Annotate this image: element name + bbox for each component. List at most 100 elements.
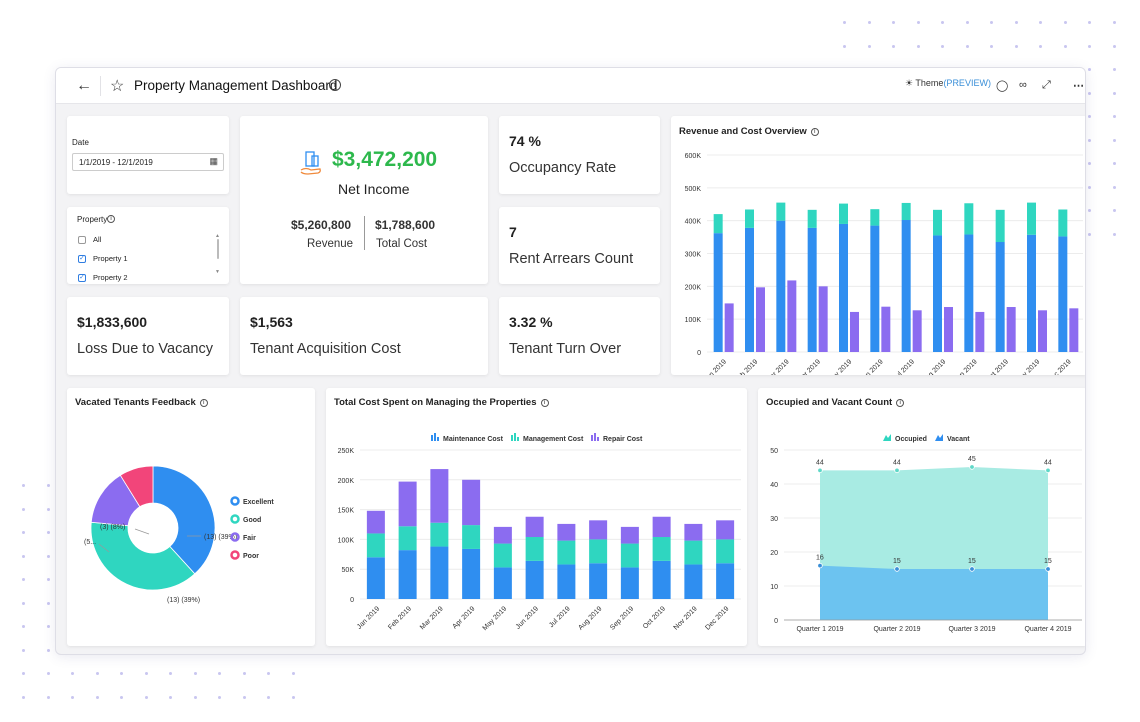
info-icon[interactable]: i (199, 399, 208, 407)
bar-repair-cost[interactable] (589, 520, 608, 540)
bar-maintenance-cost[interactable] (366, 557, 385, 599)
area-vacant[interactable] (820, 565, 1048, 620)
bar-rent-arrears[interactable] (1027, 202, 1036, 235)
point-occupied[interactable] (969, 464, 975, 470)
bar-repair-cost[interactable] (620, 526, 639, 544)
bar-rent-on-time[interactable] (870, 225, 880, 352)
scroll-down-icon[interactable]: ▼ (215, 269, 220, 275)
property-checkbox[interactable]: ✓ (78, 255, 86, 263)
bar-rent-arrears[interactable] (1058, 209, 1068, 237)
bar-total-cost[interactable] (1069, 308, 1079, 352)
info-icon[interactable]: i (810, 128, 819, 136)
bar-rent-on-time[interactable] (901, 220, 911, 352)
bar-management-cost[interactable] (525, 537, 544, 561)
bar-repair-cost[interactable] (716, 520, 735, 540)
bar-total-cost[interactable] (1006, 307, 1016, 352)
legend-item[interactable]: Maintenance Cost (431, 433, 504, 443)
info-icon[interactable]: i (329, 79, 341, 91)
bar-maintenance-cost[interactable] (398, 550, 417, 599)
bar-management-cost[interactable] (589, 539, 608, 564)
bar-maintenance-cost[interactable] (652, 560, 671, 599)
bar-management-cost[interactable] (557, 540, 576, 565)
property-checkbox[interactable] (78, 236, 86, 244)
bar-management-cost[interactable] (398, 526, 417, 551)
bar-rent-arrears[interactable] (995, 209, 1005, 243)
bar-maintenance-cost[interactable] (430, 546, 449, 599)
bar-management-cost[interactable] (462, 525, 481, 549)
bar-management-cost[interactable] (493, 543, 512, 568)
bar-repair-cost[interactable] (398, 481, 417, 527)
bar-rent-on-time[interactable] (745, 227, 754, 352)
bar-rent-on-time[interactable] (933, 235, 942, 352)
bar-rent-arrears[interactable] (901, 202, 911, 221)
legend-item[interactable]: Repair Cost (591, 433, 643, 443)
bar-maintenance-cost[interactable] (620, 567, 639, 599)
info-icon[interactable]: i (896, 399, 905, 407)
scrollbar[interactable] (217, 239, 219, 259)
pie-slice-poor[interactable] (119, 465, 154, 508)
bar-repair-cost[interactable] (366, 510, 385, 534)
bar-management-cost[interactable] (430, 522, 449, 547)
bar-repair-cost[interactable] (652, 516, 671, 538)
bar-management-cost[interactable] (684, 540, 703, 565)
bar-rent-arrears[interactable] (713, 214, 723, 234)
comment-icon[interactable]: ◯ (996, 80, 1009, 92)
bar-total-cost[interactable] (850, 311, 859, 352)
bar-total-cost[interactable] (1038, 310, 1047, 352)
legend-item[interactable]: Occupied (883, 434, 927, 443)
bar-management-cost[interactable] (652, 537, 671, 561)
bar-rent-on-time[interactable] (776, 220, 786, 352)
theme-button[interactable]: ☀ Theme(PREVIEW) (905, 78, 991, 89)
bar-total-cost[interactable] (881, 306, 891, 352)
bar-rent-arrears[interactable] (807, 209, 817, 228)
point-occupied[interactable] (817, 467, 823, 474)
bar-repair-cost[interactable] (684, 523, 703, 541)
pie-slice-good[interactable] (90, 521, 196, 591)
calendar-icon[interactable]: ▦ (209, 156, 218, 166)
bar-maintenance-cost[interactable] (462, 548, 481, 599)
date-range-input[interactable]: 1/1/2019 - 12/1/2019 ▦ (72, 153, 224, 171)
bar-maintenance-cost[interactable] (493, 567, 512, 599)
legend-item[interactable]: Fair (230, 532, 257, 543)
glasses-icon[interactable]: ∞ (1019, 79, 1027, 91)
bar-total-cost[interactable] (912, 310, 922, 352)
point-vacant[interactable] (894, 566, 900, 572)
pie-slice-excellent[interactable] (152, 465, 216, 575)
bar-total-cost[interactable] (818, 286, 828, 352)
bar-management-cost[interactable] (366, 533, 385, 558)
bar-maintenance-cost[interactable] (557, 564, 576, 599)
bar-total-cost[interactable] (756, 287, 765, 352)
bar-rent-arrears[interactable] (870, 209, 880, 226)
more-options-icon[interactable]: ⋯ (1073, 80, 1084, 92)
star-icon[interactable]: ☆ (110, 78, 125, 95)
bar-repair-cost[interactable] (493, 526, 512, 544)
back-arrow-icon[interactable]: ← (76, 77, 92, 94)
scroll-up-icon[interactable]: ▲ (215, 233, 220, 239)
bar-maintenance-cost[interactable] (525, 560, 544, 599)
point-vacant[interactable] (817, 562, 823, 569)
bar-rent-arrears[interactable] (964, 203, 974, 235)
property-checkbox[interactable]: ✓ (78, 274, 86, 282)
bar-total-cost[interactable] (724, 303, 734, 352)
bar-repair-cost[interactable] (462, 479, 481, 526)
legend-item[interactable]: Management Cost (511, 433, 584, 443)
legend-item[interactable]: Good (230, 514, 262, 525)
bar-rent-on-time[interactable] (807, 227, 817, 352)
bar-maintenance-cost[interactable] (716, 563, 735, 599)
bar-rent-on-time[interactable] (839, 223, 848, 352)
legend-item[interactable]: Poor (230, 550, 260, 561)
point-vacant[interactable] (1045, 566, 1051, 572)
bar-rent-arrears[interactable] (745, 209, 754, 228)
bar-total-cost[interactable] (944, 307, 953, 352)
bar-rent-arrears[interactable] (933, 209, 942, 236)
bar-rent-on-time[interactable] (964, 234, 974, 352)
bar-total-cost[interactable] (975, 311, 985, 352)
expand-icon[interactable]: ⤢ (1042, 79, 1051, 91)
bar-rent-arrears[interactable] (776, 202, 786, 221)
bar-rent-arrears[interactable] (839, 203, 848, 224)
bar-total-cost[interactable] (787, 280, 797, 352)
bar-management-cost[interactable] (620, 543, 639, 568)
bar-rent-on-time[interactable] (1058, 236, 1068, 352)
bar-repair-cost[interactable] (557, 523, 576, 541)
bar-management-cost[interactable] (716, 539, 735, 564)
